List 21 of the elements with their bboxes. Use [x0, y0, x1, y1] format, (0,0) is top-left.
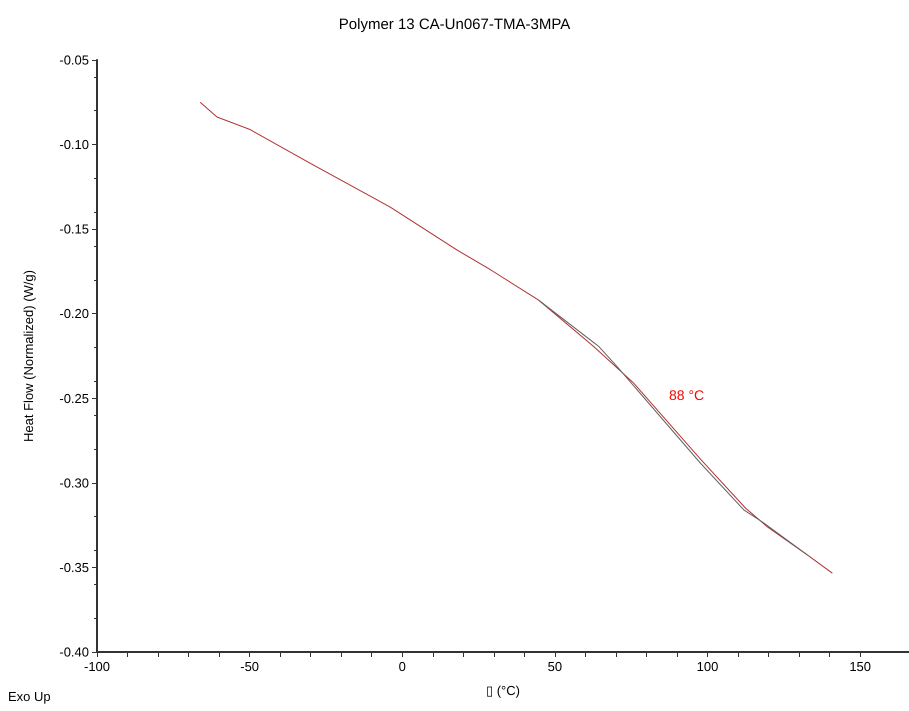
line-series	[200, 102, 833, 574]
line-series	[538, 300, 808, 556]
x-tick-label: 100	[696, 659, 718, 674]
y-tick-label: -0.35	[59, 560, 89, 575]
y-tick-label: -0.30	[59, 475, 89, 490]
text: Exo Up	[8, 689, 51, 704]
x-tick-label: 0	[398, 659, 406, 674]
y-tick-label: -0.40	[59, 644, 89, 660]
y-tick-label: -0.10	[59, 137, 89, 152]
annotation: 88 °C	[669, 387, 704, 403]
y-tick-label: -0.05	[59, 52, 89, 68]
y-axis-title: Heat Flow (Normalized) (W/g)	[21, 270, 36, 442]
x-tick-label: -50	[240, 659, 260, 674]
chart-title: Polymer 13 CA-Un067-TMA-3MPA	[338, 16, 570, 33]
x-axis-title: ▯ (°C)	[486, 683, 520, 698]
x-tick-label: -100	[84, 659, 110, 674]
y-tick-label: -0.15	[59, 222, 89, 237]
y-tick-label: -0.25	[59, 390, 89, 406]
x-tick-label: 50	[548, 659, 562, 674]
x-tick-label: 150	[849, 659, 872, 674]
y-tick-label: -0.20	[59, 306, 89, 322]
